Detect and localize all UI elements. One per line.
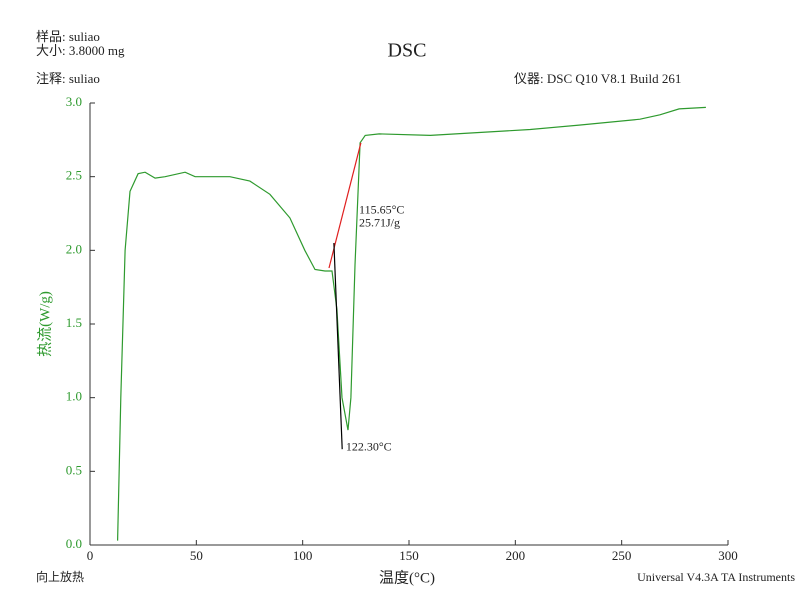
x-tick-label: 50 <box>190 548 203 563</box>
y-tick-label: 2.0 <box>66 241 82 256</box>
annotation: 122.30°C <box>346 440 392 454</box>
x-tick-label: 150 <box>399 548 419 563</box>
comment-label: 注释: suliao <box>36 71 100 86</box>
x-tick-label: 0 <box>87 548 94 563</box>
sample-label: 样品: suliao <box>36 29 100 44</box>
x-axis-label: 温度(°C) <box>379 569 435 586</box>
annotation: 25.71J/g <box>359 216 400 230</box>
x-tick-label: 250 <box>612 548 632 563</box>
y-tick-label: 0.0 <box>66 536 82 551</box>
y-tick-label: 1.5 <box>66 315 82 330</box>
y-tick-label: 3.0 <box>66 94 82 109</box>
x-tick-label: 300 <box>718 548 738 563</box>
y-tick-label: 1.0 <box>66 389 82 404</box>
y-tick-label: 2.5 <box>66 168 82 183</box>
peak-line <box>333 242 343 450</box>
x-tick-label: 200 <box>506 548 526 563</box>
instrument-label: 仪器: DSC Q10 V8.1 Build 261 <box>514 71 681 86</box>
annotation: 115.65°C <box>359 202 404 216</box>
data-line <box>117 106 706 541</box>
size-label: 大小: 3.8000 mg <box>36 43 125 58</box>
footer-right: Universal V4.3A TA Instruments <box>637 570 795 584</box>
y-axis-label: 热流(W/g) <box>36 291 53 357</box>
y-tick-label: 0.5 <box>66 462 82 477</box>
x-tick-label: 100 <box>293 548 313 563</box>
chart-title: DSC <box>388 40 427 62</box>
footer-left: 向上放热 <box>36 569 84 584</box>
